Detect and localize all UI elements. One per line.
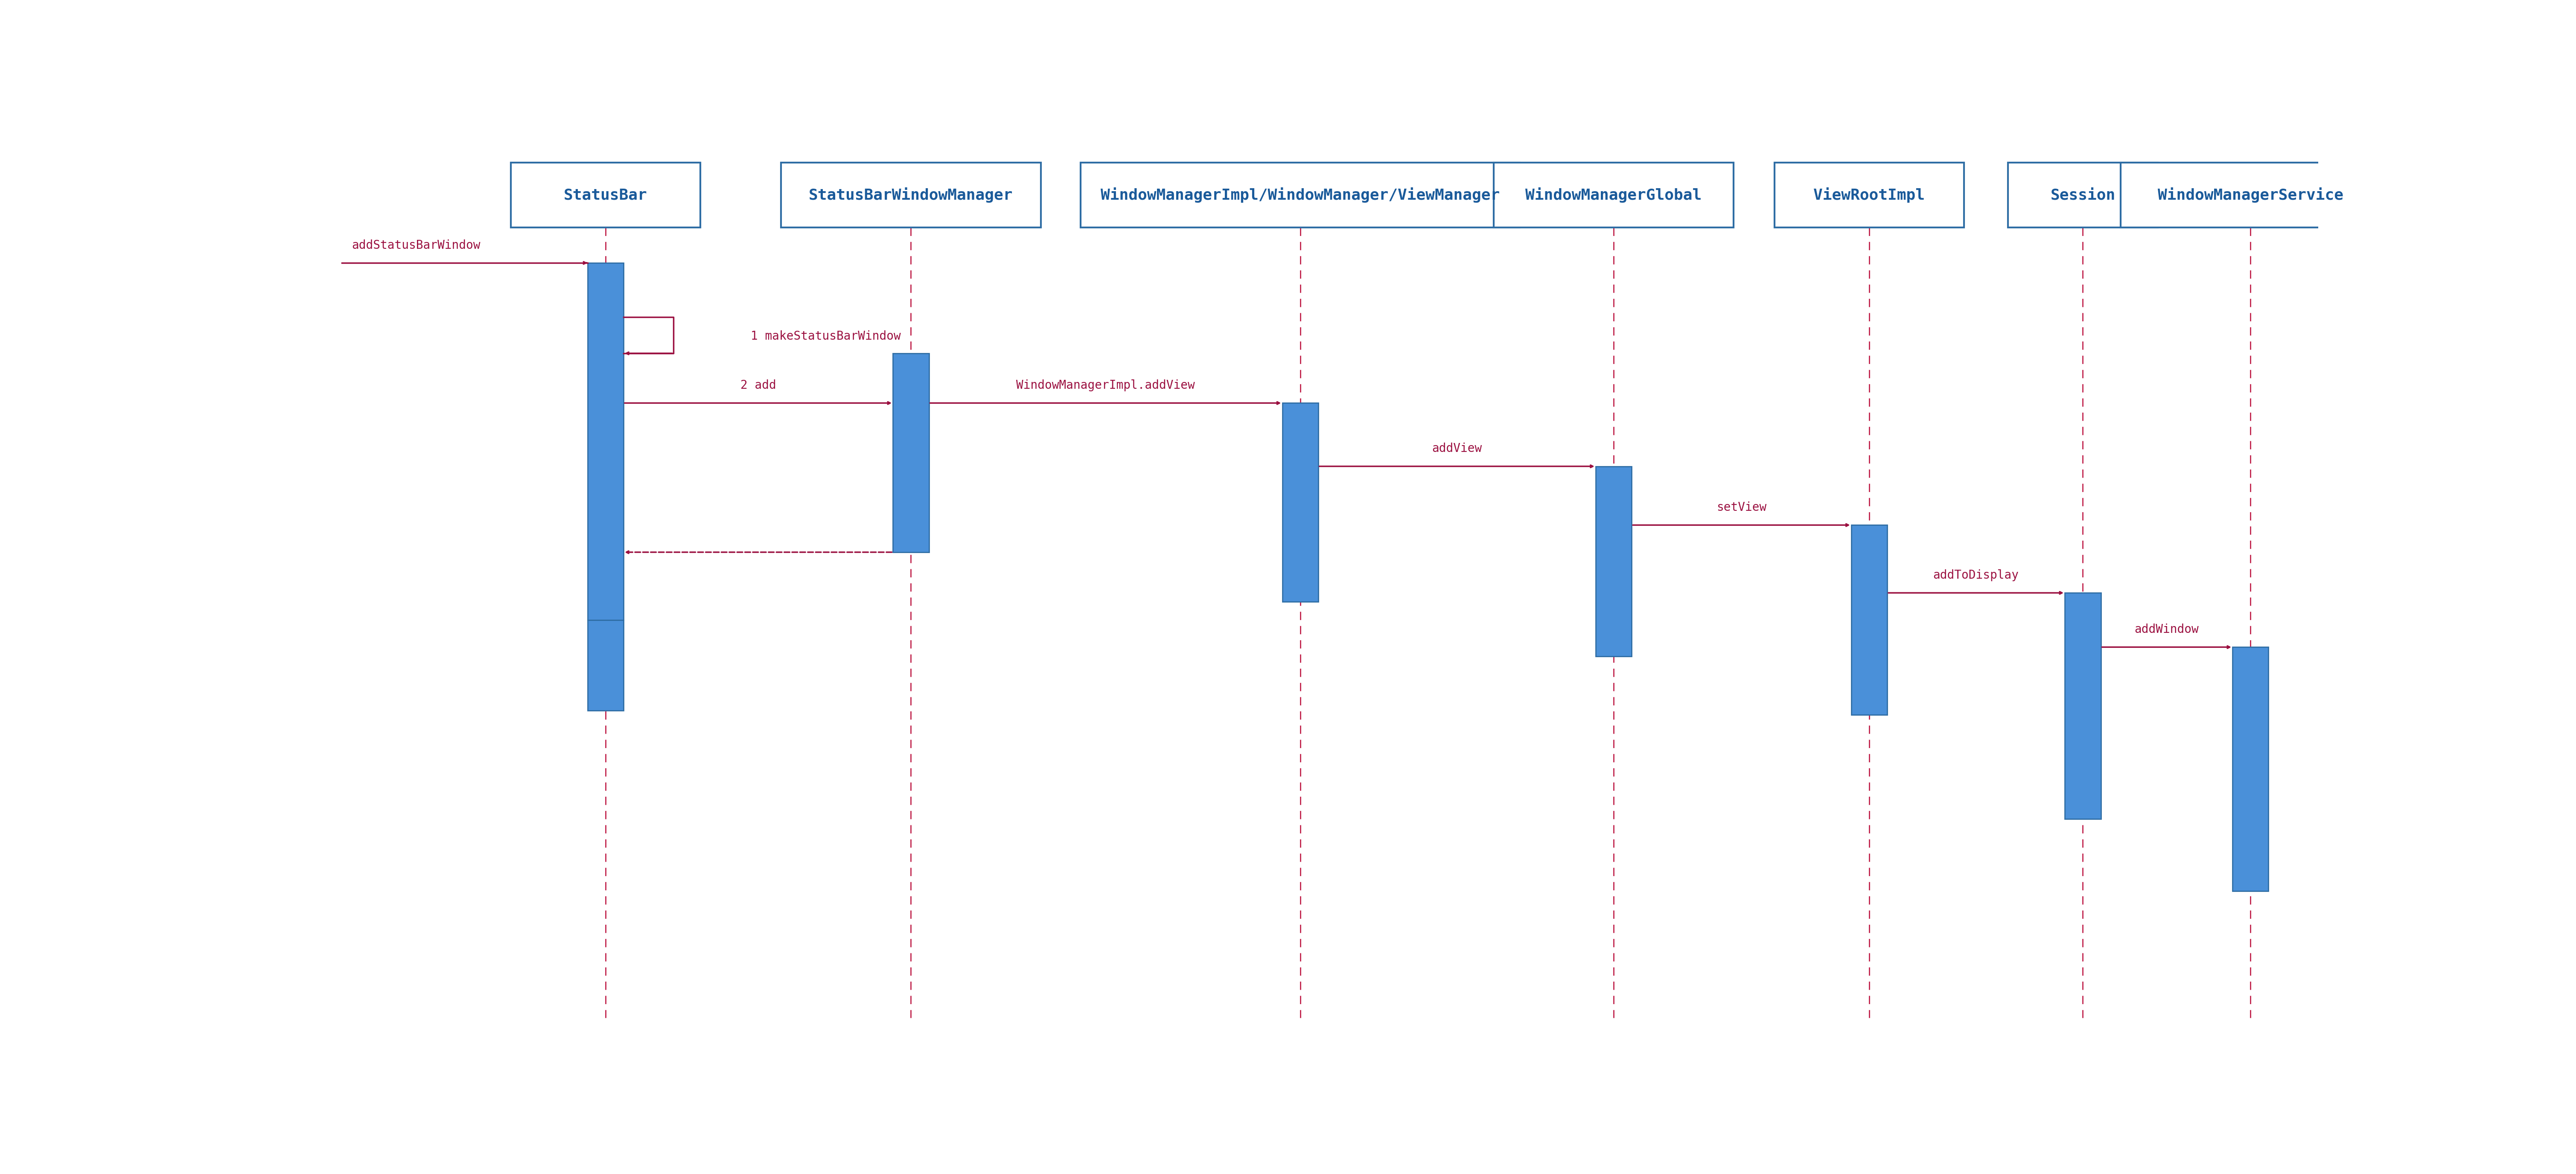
Bar (2120, 162, 2380, 228)
Bar (1595, 466, 1631, 656)
Bar (2066, 593, 2102, 819)
Bar (587, 620, 623, 710)
Bar (587, 263, 623, 620)
Text: StatusBar: StatusBar (564, 188, 647, 202)
Bar (1082, 162, 1520, 228)
Text: WindowManagerGlobal: WindowManagerGlobal (1525, 188, 1703, 203)
Text: WindowManagerService: WindowManagerService (2159, 188, 2344, 203)
Text: setView: setView (1716, 501, 1767, 513)
Text: 1 makeStatusBarWindow: 1 makeStatusBarWindow (750, 331, 902, 343)
Text: addToDisplay: addToDisplay (1932, 569, 2020, 581)
Text: addView: addView (1432, 443, 1481, 454)
Bar (894, 353, 930, 552)
Bar (2007, 162, 2159, 228)
Bar (1775, 162, 1963, 228)
Text: addWindow: addWindow (2136, 623, 2200, 635)
Text: 2 add: 2 add (739, 379, 775, 391)
Bar (781, 162, 1041, 228)
Bar (2233, 647, 2269, 891)
Text: Session: Session (2050, 188, 2115, 202)
Bar (1494, 162, 1734, 228)
Text: addStatusBarWindow: addStatusBarWindow (353, 239, 482, 251)
Bar (510, 162, 701, 228)
Bar (1852, 525, 1888, 715)
Bar (1283, 403, 1319, 602)
Text: WindowManagerImpl.addView: WindowManagerImpl.addView (1015, 379, 1195, 391)
Text: WindowManagerImpl/WindowManager/ViewManager: WindowManagerImpl/WindowManager/ViewMana… (1100, 188, 1499, 203)
Text: ViewRootImpl: ViewRootImpl (1814, 188, 1924, 203)
Text: StatusBarWindowManager: StatusBarWindowManager (809, 188, 1012, 203)
